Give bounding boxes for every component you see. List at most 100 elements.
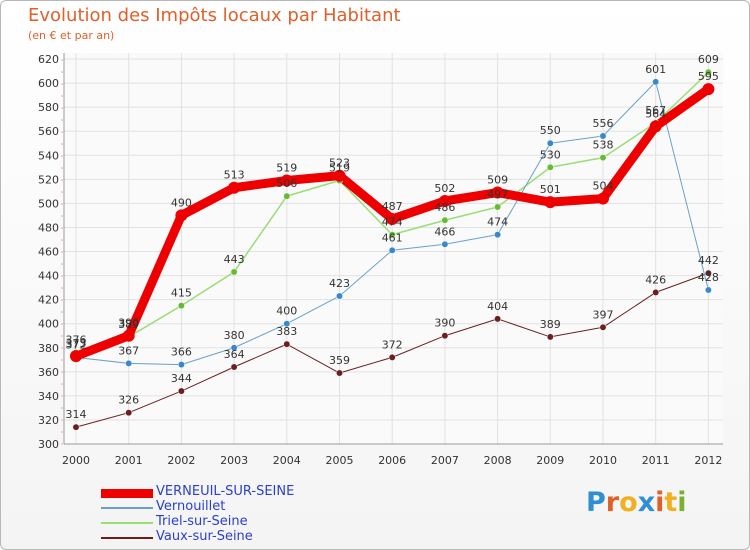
data-point	[388, 353, 396, 361]
legend-swatch	[101, 522, 153, 524]
y-tick-label: 480	[38, 221, 59, 234]
data-point	[599, 154, 607, 162]
data-point	[230, 363, 238, 371]
data-label: 376	[66, 334, 87, 347]
data-point	[177, 387, 185, 395]
legend-swatch	[101, 507, 153, 509]
legend-swatch	[101, 488, 153, 498]
logo-letter: x	[637, 487, 656, 518]
data-label: 442	[698, 254, 719, 267]
data-label: 567	[645, 104, 666, 117]
y-tick-label: 440	[38, 270, 59, 283]
x-tick-label: 2005	[326, 454, 354, 467]
data-label: 595	[698, 70, 719, 83]
data-point	[336, 292, 343, 300]
y-tick-label: 580	[38, 101, 59, 114]
y-tick-label: 300	[38, 438, 59, 451]
data-point	[177, 302, 185, 310]
legend-label: Triel-sur-Seine	[156, 514, 248, 529]
data-label: 486	[434, 201, 455, 214]
x-tick-label: 2012	[694, 454, 722, 467]
data-point	[491, 186, 504, 199]
data-label: 466	[434, 225, 455, 238]
data-point	[280, 174, 293, 187]
data-point	[441, 332, 449, 340]
y-tick-label: 460	[38, 246, 59, 259]
data-label: 397	[593, 308, 614, 321]
x-tick-label: 2001	[115, 454, 143, 467]
data-label: 326	[118, 394, 139, 407]
data-point	[386, 213, 399, 226]
data-point	[494, 231, 502, 239]
data-point	[441, 240, 449, 248]
x-tick-label: 2010	[589, 454, 617, 467]
data-point	[652, 288, 660, 296]
data-label: 601	[645, 63, 666, 76]
logo-letter: o	[619, 487, 638, 518]
logo-letter: t	[664, 487, 678, 518]
x-tick-label: 2011	[642, 454, 670, 467]
data-label: 390	[434, 317, 455, 330]
data-point	[336, 369, 343, 377]
y-tick-label: 420	[38, 294, 59, 307]
data-label: 490	[171, 196, 192, 209]
proxiti-logo: Proxiti	[586, 487, 687, 518]
data-label: 513	[224, 169, 245, 182]
data-point	[544, 196, 557, 209]
data-label: 426	[645, 273, 666, 286]
x-tick-label: 2000	[62, 454, 90, 467]
y-tick-label: 500	[38, 197, 59, 210]
y-tick-label: 620	[38, 53, 59, 66]
data-label: 364	[224, 348, 245, 361]
data-label: 497	[487, 188, 508, 201]
data-label: 530	[540, 148, 561, 161]
data-label: 443	[224, 253, 245, 266]
x-tick-label: 2006	[378, 454, 406, 467]
data-point	[230, 268, 238, 276]
logo-letter: i	[677, 487, 687, 518]
data-point	[283, 320, 291, 328]
data-point	[704, 68, 712, 76]
logo-letter: r	[605, 487, 620, 518]
data-point	[283, 192, 291, 200]
data-label: 504	[593, 180, 614, 193]
data-label: 564	[645, 107, 666, 120]
chart-subtitle: (en € et par an)	[28, 29, 115, 42]
data-label: 367	[118, 344, 139, 357]
data-point	[175, 209, 188, 222]
data-point	[72, 423, 80, 431]
data-point	[494, 203, 502, 211]
data-point	[125, 409, 133, 417]
data-label: 390	[118, 317, 139, 330]
data-point	[702, 83, 715, 96]
data-label: 474	[382, 216, 403, 229]
data-point	[438, 194, 451, 207]
data-label: 366	[171, 346, 192, 359]
data-point	[597, 192, 609, 205]
x-tick-label: 2008	[484, 454, 512, 467]
data-label: 487	[382, 200, 403, 213]
data-label: 380	[224, 329, 245, 342]
data-label: 538	[593, 139, 614, 152]
data-label: 519	[329, 162, 350, 175]
data-label: 423	[329, 277, 350, 290]
legend-swatch	[101, 537, 153, 539]
data-label: 373	[66, 337, 87, 350]
data-point	[649, 120, 662, 133]
y-tick-label: 520	[38, 173, 59, 186]
legend-label: VERNEUIL-SUR-SEINE	[156, 484, 295, 499]
data-label: 474	[487, 216, 508, 229]
data-point	[230, 344, 238, 352]
data-label: 389	[118, 318, 139, 331]
data-label: 344	[171, 372, 192, 385]
legend-label: Vaux-sur-Seine	[156, 529, 253, 544]
data-label: 502	[434, 182, 455, 195]
data-point	[441, 216, 449, 224]
legend-label: Vernouillet	[156, 499, 226, 514]
data-label: 400	[276, 305, 297, 318]
y-tick-label: 360	[38, 366, 59, 379]
data-label: 501	[540, 183, 561, 196]
data-point	[599, 132, 607, 140]
x-tick-label: 2002	[167, 454, 195, 467]
data-point	[177, 361, 185, 369]
